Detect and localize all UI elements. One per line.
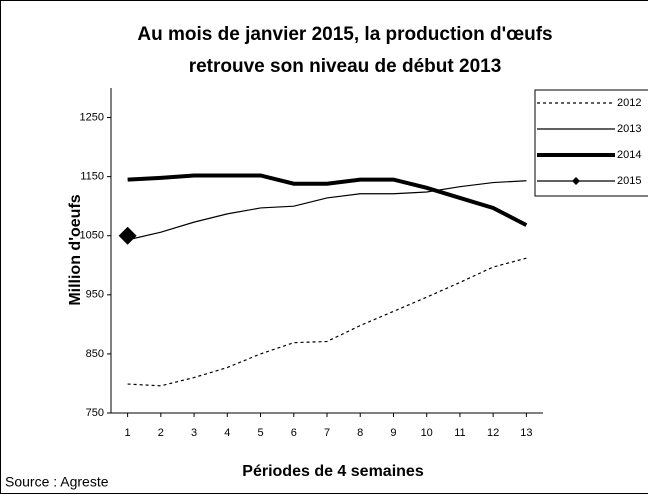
x-tick-label: 8	[357, 427, 363, 439]
x-tick-label: 7	[324, 427, 330, 439]
y-tick-label: 1250	[80, 111, 104, 123]
x-tick-label: 5	[257, 427, 263, 439]
y-axis-label: Million d'oeufs	[67, 194, 84, 305]
x-tick-label: 11	[454, 427, 465, 439]
x-tick-label: 3	[191, 427, 197, 439]
legend-label: 2015	[617, 175, 641, 187]
x-tick-label: 13	[520, 427, 532, 439]
legend-label: 2012	[617, 97, 641, 109]
x-axis-label: Périodes de 4 semaines	[242, 463, 424, 480]
legend-marker	[572, 177, 580, 185]
y-tick-label: 1050	[80, 230, 104, 242]
x-tick-label: 10	[421, 427, 433, 439]
y-tick-label: 950	[86, 289, 104, 301]
y-tick-label: 1150	[80, 171, 104, 183]
x-tick-label: 1	[125, 427, 131, 439]
legend-label: 2014	[617, 149, 641, 161]
x-tick-label: 12	[487, 427, 499, 439]
x-tick-label: 2	[158, 427, 164, 439]
series-line	[127, 173, 528, 227]
x-tick-label: 4	[224, 427, 230, 439]
y-tick-label: 750	[86, 407, 104, 419]
legend-box	[534, 89, 648, 197]
chart-title: Au mois de janvier 2015, la production d…	[137, 24, 552, 45]
point-marker	[118, 226, 137, 245]
source: Source : Agreste	[5, 474, 109, 490]
chart-title: retrouve son niveau de début 2013	[189, 56, 502, 77]
x-tick-label: 6	[291, 427, 297, 439]
y-tick-label: 850	[86, 348, 104, 360]
series-line	[127, 180, 527, 241]
series-line	[127, 257, 527, 387]
x-tick-label: 9	[390, 427, 396, 439]
legend-label: 2013	[617, 123, 641, 135]
